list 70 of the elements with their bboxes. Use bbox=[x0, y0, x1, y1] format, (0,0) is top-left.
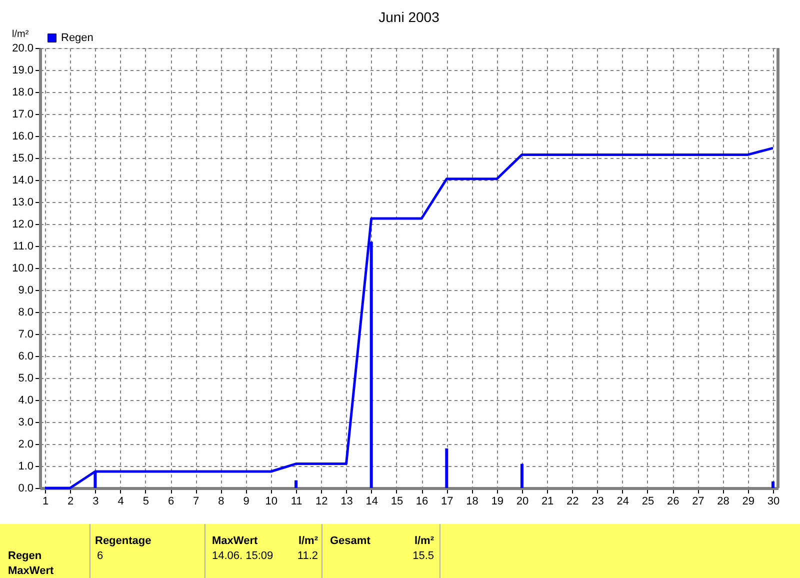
x-tick-label: 21 bbox=[541, 496, 554, 508]
x-tick-label: 30 bbox=[767, 496, 780, 508]
x-tick-label: 5 bbox=[142, 496, 149, 508]
x-tick-label: 7 bbox=[193, 496, 200, 508]
y-tick-label: 12.0 bbox=[12, 218, 34, 230]
bar bbox=[294, 480, 298, 488]
x-tick-label: 24 bbox=[616, 496, 630, 508]
x-tick-label: 20 bbox=[516, 496, 529, 508]
y-tick-label: 19.0 bbox=[12, 64, 34, 76]
x-tick-label: 28 bbox=[717, 496, 730, 508]
bar bbox=[772, 481, 774, 488]
x-tick-label: 25 bbox=[642, 496, 654, 508]
text: MaxWert bbox=[212, 535, 258, 547]
x-tick-label: 26 bbox=[666, 496, 680, 508]
x-tick-label: 9 bbox=[243, 496, 250, 508]
y-tick-label: 15.0 bbox=[12, 152, 34, 164]
x-tick-label: 3 bbox=[92, 496, 99, 508]
y-tick-label: 8.0 bbox=[18, 306, 34, 318]
y-tick-label: 2.0 bbox=[18, 438, 34, 450]
text: Regen bbox=[8, 550, 42, 562]
y-tick-label: 17.0 bbox=[12, 108, 34, 120]
x-tick-label: 22 bbox=[566, 496, 579, 508]
text: 14.06. 15:09 bbox=[212, 550, 274, 562]
chart-title: Juni 2003 bbox=[378, 9, 440, 25]
x-tick-label: 8 bbox=[218, 496, 224, 508]
x-tick-label: 15 bbox=[390, 496, 404, 508]
x-tick-label: 16 bbox=[416, 496, 428, 508]
y-tick-label: 7.0 bbox=[18, 328, 34, 340]
y-tick-label: 13.0 bbox=[12, 196, 34, 208]
y-tick-label: 10.0 bbox=[12, 262, 34, 274]
x-tick-label: 13 bbox=[340, 496, 353, 508]
x-tick-label: 27 bbox=[692, 496, 704, 508]
text: Gesamt bbox=[330, 535, 371, 547]
x-tick-label: 12 bbox=[316, 496, 328, 508]
y-tick-label: 9.0 bbox=[18, 284, 34, 296]
y-tick-label: 14.0 bbox=[12, 174, 34, 186]
x-tick-label: 18 bbox=[466, 496, 478, 508]
y-tick-label: 20.0 bbox=[12, 42, 34, 54]
text: 11.2 bbox=[297, 550, 318, 562]
x-tick-label: 10 bbox=[265, 496, 278, 508]
y-tick-label: 11.0 bbox=[12, 240, 34, 252]
legend-label: Regen bbox=[61, 32, 94, 44]
y-tick-label: 16.0 bbox=[12, 130, 34, 142]
x-tick-label: 6 bbox=[168, 496, 174, 508]
y-tick-label: 3.0 bbox=[18, 416, 34, 428]
x-tick-label: 29 bbox=[742, 496, 755, 508]
x-tick-label: 1 bbox=[42, 496, 49, 508]
x-tick-label: 23 bbox=[592, 496, 604, 508]
text: l/m² bbox=[298, 535, 318, 547]
line-series bbox=[44, 146, 774, 490]
text: 15.5 bbox=[412, 550, 434, 562]
y-tick-label: 4.0 bbox=[18, 394, 34, 406]
y-tick-label: 0.0 bbox=[18, 482, 34, 494]
x-tick-label: 17 bbox=[441, 496, 454, 508]
text: Regentage bbox=[95, 535, 152, 547]
x-tick-label: 14 bbox=[366, 496, 378, 508]
bar bbox=[445, 448, 448, 488]
x-tick-label: 19 bbox=[491, 496, 504, 508]
y-tick-label: 18.0 bbox=[12, 86, 34, 98]
x-tick-label: 11 bbox=[290, 496, 302, 508]
y-tick-label: 6.0 bbox=[18, 350, 34, 362]
bar bbox=[520, 464, 524, 488]
y-tick-label: 5.0 bbox=[18, 372, 34, 384]
y-tick-label: 1.0 bbox=[18, 460, 34, 472]
x-tick-label: 2 bbox=[68, 496, 74, 508]
text: l/m² bbox=[414, 535, 434, 547]
text: 6 bbox=[97, 550, 104, 562]
text: MaxWert bbox=[8, 565, 54, 577]
y-axis-title: l/m² bbox=[12, 29, 30, 40]
x-tick-label: 4 bbox=[118, 496, 124, 508]
